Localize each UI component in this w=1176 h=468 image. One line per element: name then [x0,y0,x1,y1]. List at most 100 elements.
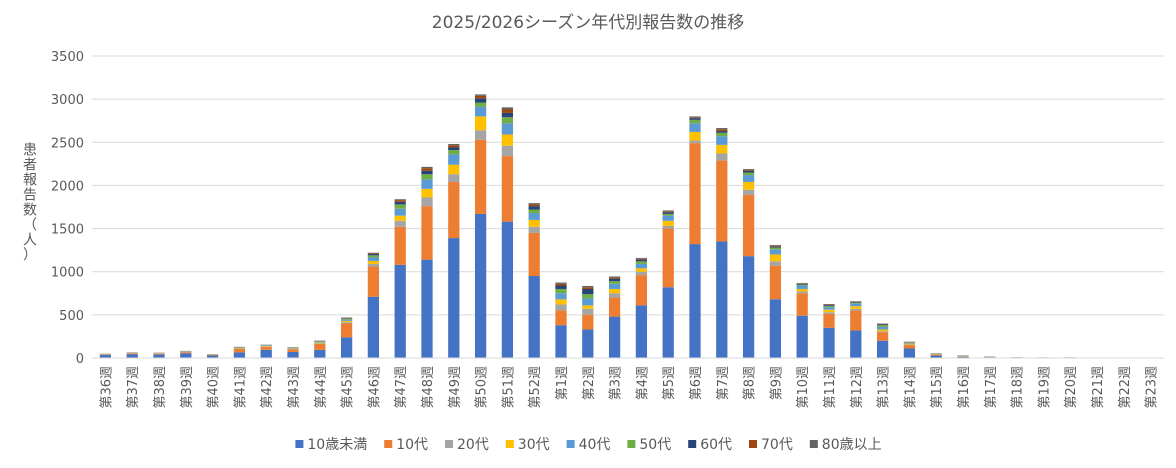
bar-segment [903,348,916,358]
bar-segment [689,140,701,144]
bar-segment [930,354,942,356]
bar-segment [394,200,406,202]
x-tick-label: 第15週 [930,366,945,409]
bar-segment [501,123,514,135]
bar-segment [367,257,380,261]
bar-segment [769,265,782,300]
bar-segment [796,291,808,294]
bar-segment [421,259,433,358]
bar-segment [662,215,674,221]
bar-segment [474,98,487,103]
bar-segment [448,144,460,146]
y-tick-label: 3500 [51,50,84,65]
legend-swatch [505,440,514,448]
x-tick-label: 第14週 [903,366,918,409]
legend-item: 80歳以上 [809,437,882,453]
bar-segment [528,206,540,210]
bar-segment [716,131,728,133]
x-axis-ticks: 第36週 第37週 第38週 第39週 第40週 第41週 第42週 第43週 第44週 第45週… [99,366,1159,409]
legend-item: 40代 [566,437,611,453]
bar-segment [608,277,621,279]
bar-segment [582,305,594,309]
legend-label: 70代 [761,437,793,453]
bar-segment [287,351,299,358]
bar-segment [260,349,272,358]
bar-segment [421,197,433,207]
legend-swatch [688,440,697,448]
bar-segment [555,304,567,311]
bar-segment [582,285,594,288]
bar-segment [528,232,540,277]
bar-segment [314,343,326,344]
bar-segment [501,221,514,358]
bar-segment [876,324,889,326]
bar-segment [742,169,755,171]
bar-segment [876,340,889,358]
bar-segment [99,354,112,358]
legend-label: 10代 [396,437,428,453]
bar-segment [662,220,674,226]
x-tick-label: 第43週 [287,366,302,409]
bar-segment [394,264,406,358]
bar-segment [501,112,514,118]
x-tick-label: 第18週 [1011,366,1026,409]
legend-item: 50代 [627,437,671,453]
bar-segment [850,302,862,303]
bar-segment [796,284,808,286]
bar-segment [635,263,648,269]
bar-segment [742,256,755,358]
bar-segment [314,341,326,343]
legend-label: 30代 [518,437,550,453]
bar-segment [555,310,567,326]
bar-segment [474,139,487,214]
bar-segment [501,156,514,222]
bar-segment [582,308,594,315]
bar-segment [689,123,701,132]
bar-segment [850,330,862,358]
bar-segment [823,327,835,358]
legend-label: 10歳未満 [307,437,367,453]
y-label-char: 告 [23,188,37,204]
legend-swatch [809,440,818,448]
bar-segment [769,244,782,246]
legend-label: 50代 [639,437,671,453]
x-tick-label: 第11週 [823,366,838,409]
legend-label: 40代 [579,437,611,453]
bar-segment [421,179,433,189]
bar-segment [448,174,460,182]
legend-item: 60代 [688,437,732,453]
bar-segment [662,225,674,229]
bar-segment [180,353,192,358]
bar-segment [501,109,514,113]
bar-segment [501,107,514,110]
bar-segment [662,210,674,212]
bar-segment [689,244,701,358]
bar-segment [662,213,674,216]
bar-segment [528,213,540,220]
bar-segment [394,199,406,201]
bar-segment [340,337,353,358]
y-tick-label: 2500 [51,136,84,151]
bar-segment [635,271,648,276]
bar-segment [314,342,326,344]
chart-title: 2025/2026シーズン年代別報告数の推移 [432,13,744,33]
bar-segment [474,130,487,140]
bar-segment [635,259,648,262]
legend-swatch [566,440,575,448]
x-tick-label: 第22週 [1118,366,1133,409]
bar-segment [340,320,353,323]
x-tick-label: 第7週 [716,366,731,400]
bar-segment [876,326,889,330]
bar-segment [608,316,621,358]
bar-segment [742,170,755,173]
bar-segment [528,204,540,207]
bar-segment [555,325,567,358]
bar-segment [180,352,192,354]
x-tick-label: 第8週 [743,366,758,400]
x-tick-label: 第12週 [850,366,865,409]
x-tick-label: 第47週 [394,366,409,409]
bar-segment [153,354,165,358]
bar-segment [474,106,487,117]
bar-segment [608,281,621,284]
bar-segment [716,128,728,130]
